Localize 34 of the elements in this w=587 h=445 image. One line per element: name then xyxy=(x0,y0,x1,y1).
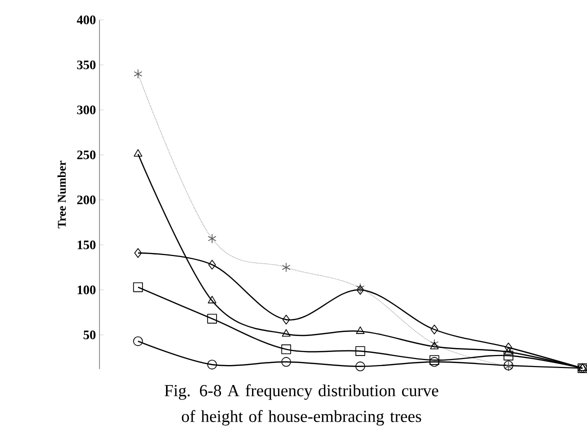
y-tick-label: 350 xyxy=(77,60,96,70)
point xyxy=(207,360,217,370)
y-tick-label: 250 xyxy=(77,150,96,160)
point xyxy=(430,324,438,335)
point xyxy=(282,262,290,272)
y-tick-label: 200 xyxy=(77,196,96,204)
text: Fig. 6-8 A frequency distribution curve of height of house-embracing trees xyxy=(164,384,438,426)
point xyxy=(208,234,216,244)
point xyxy=(208,296,216,304)
y-tick-label: 50 xyxy=(84,330,96,340)
point xyxy=(208,260,216,270)
point xyxy=(355,362,366,372)
point xyxy=(430,339,439,349)
y-axis-title: Tree Number xyxy=(57,160,66,228)
point xyxy=(134,149,142,157)
point xyxy=(281,357,292,367)
point xyxy=(356,326,365,334)
y-tick-label: 150 xyxy=(78,240,96,250)
point xyxy=(504,350,514,361)
point xyxy=(282,314,290,325)
y-tick-label: 100 xyxy=(78,286,96,294)
point xyxy=(281,344,292,354)
point xyxy=(207,314,217,324)
y-tick-label: 400 xyxy=(76,16,96,24)
point xyxy=(578,363,587,371)
point xyxy=(134,248,142,258)
point xyxy=(355,346,366,356)
point xyxy=(133,336,143,346)
point xyxy=(134,69,142,79)
point xyxy=(133,282,143,292)
y-tick-label: 300 xyxy=(77,106,96,114)
point xyxy=(282,329,290,337)
point xyxy=(504,347,513,355)
point xyxy=(430,342,439,350)
